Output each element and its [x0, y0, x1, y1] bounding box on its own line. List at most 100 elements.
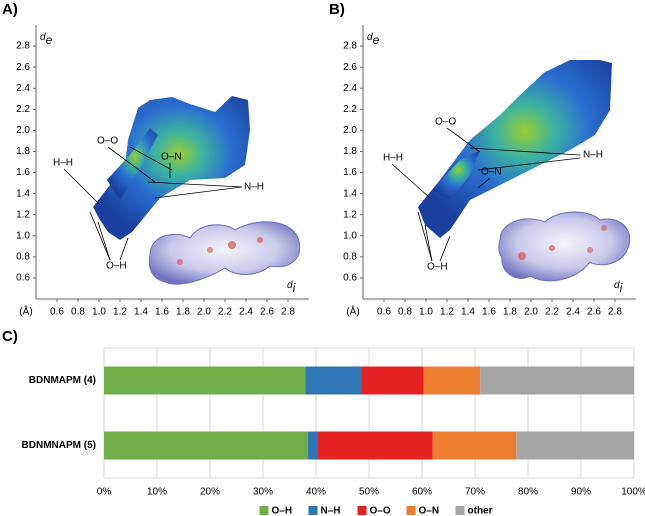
y-tick-label: 1.0 [343, 230, 357, 241]
x-tick-label: 0.8 [398, 307, 412, 318]
x-tick-label: 1.6 [482, 307, 496, 318]
x-tick-label: 2.2 [545, 307, 559, 318]
x-tick-label: 10% [147, 487, 167, 498]
bar-segment [424, 367, 481, 395]
molecular-surface [149, 222, 299, 284]
x-tick-label: 2.6 [260, 307, 274, 318]
axis-label-subscript: e [373, 33, 380, 47]
axis-label: di [614, 280, 623, 296]
figure: A) 0.6 0.8 1.0 1.2 1.4 1.6 1.8 2.0 2.2 2.4 2.6 2.8 0.… [0, 0, 645, 516]
x-tick-label: 2.2 [218, 307, 232, 318]
panel-label: B) [329, 1, 345, 18]
annotation: O–H [106, 261, 127, 272]
y-tick-label: 2.6 [16, 62, 30, 73]
x-tick-label: 2.6 [587, 307, 601, 318]
bar-segment [480, 367, 634, 395]
x-tick-label: 40% [306, 487, 326, 498]
legend-swatch [407, 506, 416, 515]
y-tick-label: 1.8 [16, 146, 30, 157]
bar-segment [305, 367, 361, 395]
y-tick-label: 0.6 [343, 273, 357, 284]
annotation: O–O [435, 117, 456, 128]
x-tick-label: 2.8 [608, 307, 622, 318]
leader-line [392, 164, 430, 198]
panel-label: C) [2, 328, 18, 345]
x-tick-label: 1.4 [461, 307, 475, 318]
axis-label-subscript: i [620, 281, 623, 295]
y-tick-label: 1.2 [343, 209, 357, 220]
annotation: H–H [383, 153, 403, 164]
leader-line [425, 225, 432, 261]
y-tick-label: 2.8 [16, 41, 30, 52]
x-tick-label: 0.8 [71, 307, 85, 318]
y-tick-label: 0.6 [16, 273, 30, 284]
x-tick-label: 1.2 [440, 307, 454, 318]
bar-segment [308, 432, 317, 460]
bar-segment [104, 367, 305, 395]
x-tick-label: 1.8 [503, 307, 517, 318]
x-tick-label: 90% [571, 487, 591, 498]
x-tick-label: 80% [518, 487, 538, 498]
x-tick-label: 30% [253, 487, 273, 498]
x-tick-label: 2.4 [566, 307, 580, 318]
x-tick-label: 2.4 [239, 307, 253, 318]
annotation: N–H [583, 150, 603, 161]
axis-label: di [287, 280, 296, 296]
category-label: BDNMNAPM (5) [22, 440, 96, 451]
axis-label-subscript: i [293, 281, 296, 295]
panel-label: A) [2, 1, 18, 18]
legend-swatch [260, 506, 269, 515]
x-unit: (Å) [346, 305, 359, 318]
x-tick-label: 1.0 [92, 307, 106, 318]
y-tick-label: 0.8 [343, 251, 357, 262]
fingerprint-cloud [93, 96, 250, 240]
legend-swatch [309, 506, 318, 515]
category-label: BDNMAPM (4) [29, 375, 96, 386]
y-tick-label: 1.2 [16, 209, 30, 220]
y-tick-label: 2.0 [16, 125, 30, 136]
x-tick-label: 1.4 [134, 307, 148, 318]
axis-label: de [40, 32, 53, 48]
x-tick-label: 50% [359, 487, 379, 498]
bar-segment [104, 432, 308, 460]
y-tick-label: 1.0 [16, 230, 30, 241]
x-tick-label: 2.0 [524, 307, 538, 318]
annotation: O–N [161, 152, 182, 163]
x-tick-label: 1.0 [419, 307, 433, 318]
x-tick-label: 1.2 [113, 307, 127, 318]
y-tick-label: 1.6 [16, 167, 30, 178]
x-tick-label: 2.8 [281, 307, 295, 318]
legend-label: O–N [419, 506, 440, 516]
axis-label-subscript: e [46, 33, 53, 47]
legend-swatch [358, 506, 367, 515]
legend-label: N–H [321, 506, 341, 516]
annotation: N–H [244, 182, 264, 193]
y-tick-label: 1.6 [343, 167, 357, 178]
molecular-surface [499, 212, 630, 281]
x-tick-label: 70% [465, 487, 485, 498]
x-tick-label: 2.0 [197, 307, 211, 318]
leader-line [440, 236, 450, 261]
y-tick-label: 2.0 [343, 125, 357, 136]
bar-segment [361, 367, 424, 395]
x-unit: (Å) [19, 305, 32, 318]
x-tick-label: 1.8 [176, 307, 190, 318]
annotation: O–H [427, 262, 448, 273]
x-tick-label: 0.6 [377, 307, 391, 318]
bar-segment [317, 432, 433, 460]
y-tick-label: 1.4 [16, 188, 30, 199]
x-tick-label: 60% [412, 487, 432, 498]
bar-segment [433, 432, 517, 460]
x-tick-label: 20% [200, 487, 220, 498]
legend-swatch [456, 506, 465, 515]
y-tick-label: 2.6 [343, 62, 357, 73]
x-tick-label: 1.6 [155, 307, 169, 318]
annotation: O–O [97, 136, 118, 147]
annotation: O–N [481, 167, 502, 178]
annotation: H–H [53, 158, 73, 169]
legend-label: O–O [370, 506, 391, 516]
y-tick-label: 0.8 [16, 251, 30, 262]
y-tick-label: 1.4 [343, 188, 357, 199]
y-tick-label: 2.8 [343, 41, 357, 52]
leader-line [120, 238, 128, 260]
